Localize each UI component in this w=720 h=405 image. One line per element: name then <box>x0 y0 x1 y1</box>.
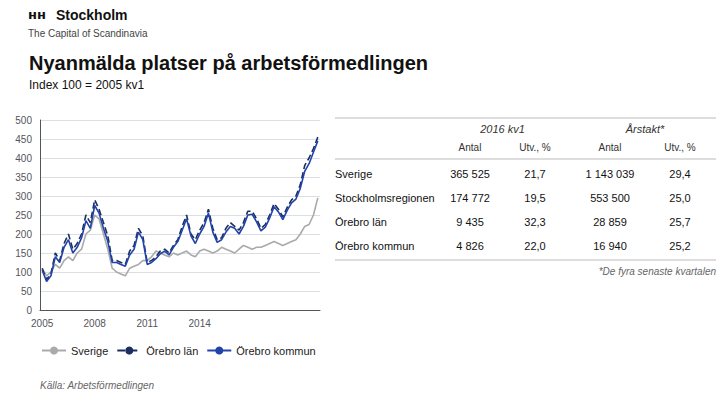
svg-text:100: 100 <box>15 267 32 278</box>
svg-text:9 435: 9 435 <box>456 216 484 228</box>
svg-text:21,7: 21,7 <box>524 168 545 180</box>
svg-text:Utv., %: Utv., % <box>664 142 696 153</box>
svg-text:2008: 2008 <box>84 318 107 329</box>
svg-text:250: 250 <box>15 210 32 221</box>
svg-text:*De fyra senaste kvartalen: *De fyra senaste kvartalen <box>599 266 717 277</box>
svg-text:200: 200 <box>15 229 32 240</box>
svg-text:1 143 039: 1 143 039 <box>586 168 635 180</box>
svg-text:32,3: 32,3 <box>524 216 545 228</box>
svg-text:365 525: 365 525 <box>450 168 490 180</box>
svg-text:2011: 2011 <box>136 318 158 329</box>
svg-text:Utv., %: Utv., % <box>519 142 551 153</box>
svg-text:400: 400 <box>15 153 32 164</box>
svg-text:Örebro kommun: Örebro kommun <box>236 345 315 357</box>
svg-text:28 859: 28 859 <box>593 216 627 228</box>
svg-text:2005: 2005 <box>31 318 54 329</box>
svg-text:25,0: 25,0 <box>669 192 690 204</box>
svg-text:22,0: 22,0 <box>524 240 545 252</box>
svg-text:25,2: 25,2 <box>669 240 690 252</box>
svg-text:Årstakt*: Årstakt* <box>625 123 665 135</box>
svg-text:Källa: Arbetsförmedlingen: Källa: Arbetsförmedlingen <box>40 380 155 391</box>
svg-text:The Capital of Scandinavia: The Capital of Scandinavia <box>28 28 148 39</box>
svg-text:Stockholmsregionen: Stockholmsregionen <box>335 192 435 204</box>
svg-text:16 940: 16 940 <box>593 240 627 252</box>
svg-text:Antal: Antal <box>459 142 482 153</box>
svg-text:Sverige: Sverige <box>335 168 372 180</box>
svg-text:0: 0 <box>26 305 32 316</box>
svg-text:Örebro län: Örebro län <box>146 345 198 357</box>
svg-text:350: 350 <box>15 172 32 183</box>
svg-text:500: 500 <box>15 115 32 126</box>
svg-text:ʜʜ: ʜʜ <box>28 7 46 22</box>
svg-text:450: 450 <box>15 134 32 145</box>
svg-text:150: 150 <box>15 248 32 259</box>
svg-text:Nyanmälda platser på arbetsför: Nyanmälda platser på arbetsförmedlingen <box>29 52 428 74</box>
svg-text:Sverige: Sverige <box>71 345 108 357</box>
svg-text:300: 300 <box>15 191 32 202</box>
svg-text:2014: 2014 <box>189 318 212 329</box>
svg-text:174 772: 174 772 <box>450 192 490 204</box>
svg-text:29,4: 29,4 <box>669 168 690 180</box>
svg-text:553 500: 553 500 <box>590 192 630 204</box>
svg-text:50: 50 <box>21 286 33 297</box>
svg-text:2016 kv1: 2016 kv1 <box>479 123 525 135</box>
svg-text:Stockholm: Stockholm <box>56 7 128 23</box>
svg-text:4 826: 4 826 <box>456 240 484 252</box>
svg-text:Index 100 = 2005 kv1: Index 100 = 2005 kv1 <box>29 78 144 92</box>
svg-text:Örebro län: Örebro län <box>335 216 387 228</box>
svg-text:19,5: 19,5 <box>524 192 545 204</box>
svg-text:Antal: Antal <box>599 142 622 153</box>
svg-text:Örebro kommun: Örebro kommun <box>335 240 414 252</box>
svg-text:25,7: 25,7 <box>669 216 690 228</box>
